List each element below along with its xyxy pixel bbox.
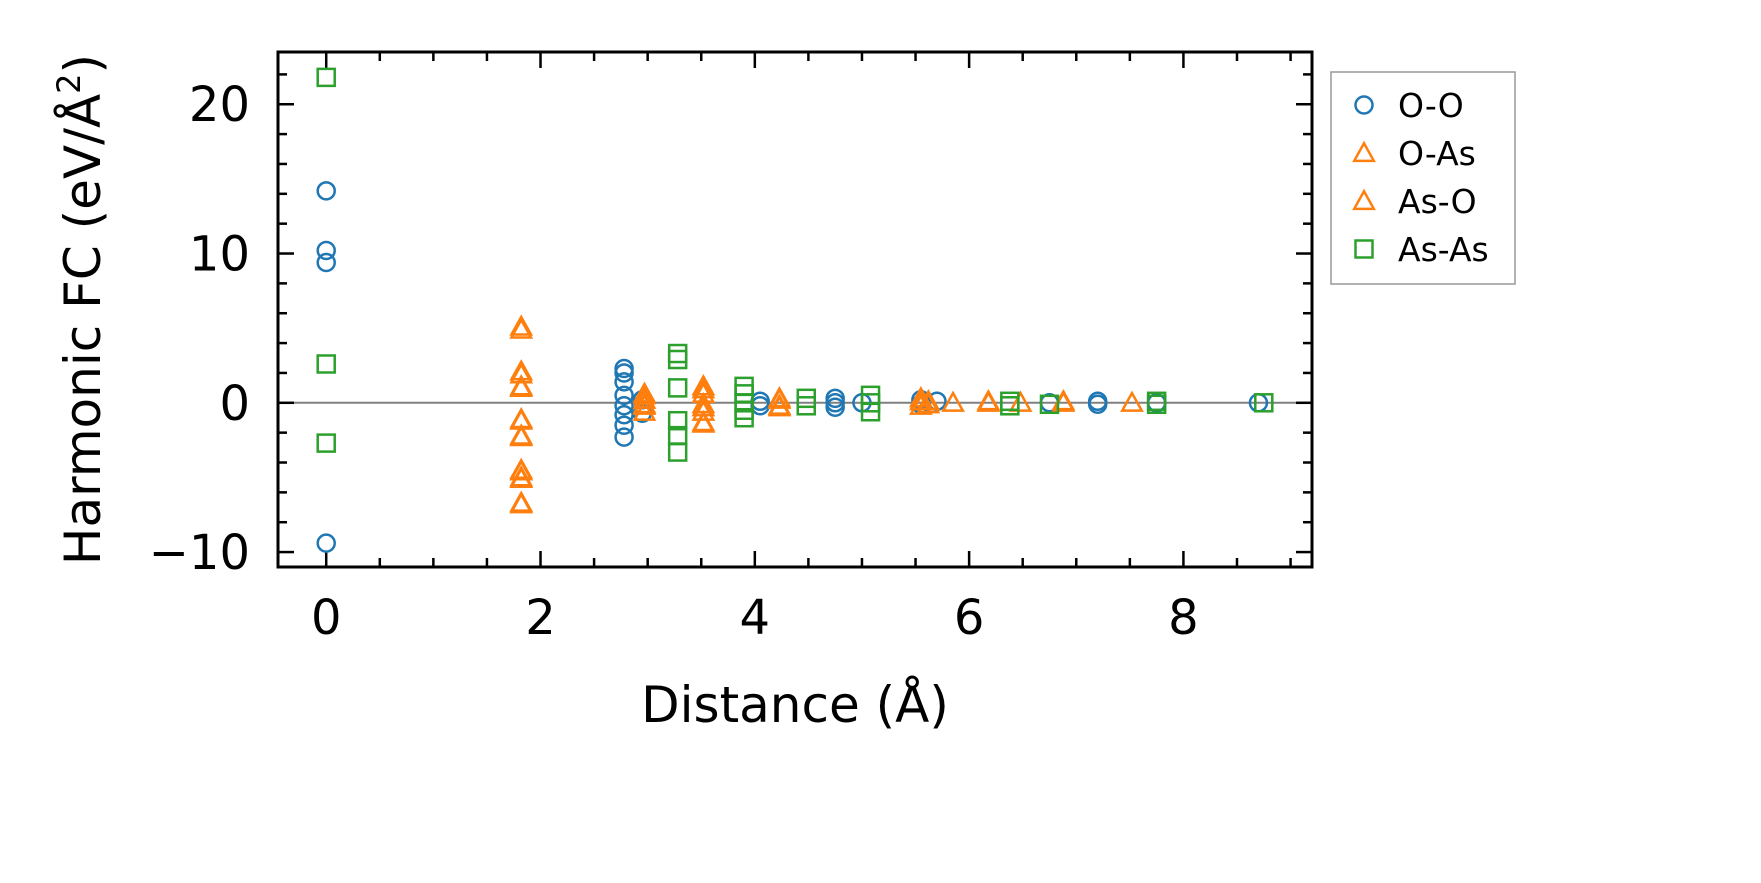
data-point [916,391,941,414]
data-point [667,343,688,364]
legend-marker-as-o [1352,188,1376,211]
legend: O-O O-As As-O As-As [1330,71,1516,285]
data-point [509,314,534,336]
data-point [509,465,534,487]
data-point [614,385,634,406]
x-tick-label: 8 [1168,590,1199,646]
x-tick-label: 6 [954,590,985,646]
data-point [509,317,534,339]
data-point [614,427,634,447]
data-point [509,362,534,384]
series-o-o [316,181,1269,553]
legend-label-o-as: O-As [1398,134,1476,173]
data-point [1008,390,1033,412]
data-point [767,394,792,417]
data-point [1254,393,1274,413]
x-tick-label: 4 [740,590,771,646]
data-point [509,490,534,512]
data-point [632,399,657,421]
data-point [1146,394,1167,415]
data-point [509,375,534,397]
tick-labels-layer: 0 2 4 6 8 −10 0 10 20 [149,77,1199,646]
data-point [316,533,336,553]
data-point [667,378,688,398]
series-as-o [509,317,1076,512]
y-tick-label: 10 [189,227,250,283]
data-point [1087,394,1108,415]
data-point [632,387,657,409]
data-point [796,396,817,416]
data-point [1039,394,1060,415]
data-point [614,404,634,425]
legend-label-as-o: As-O [1398,182,1477,221]
y-tick-label: 20 [189,77,250,133]
data-point [316,240,336,261]
y-axis-label-superscript: 2 [50,73,88,93]
data-point [316,433,336,453]
data-point [667,349,688,370]
data-point [976,390,1001,412]
x-axis-label: Distance (Å) [641,676,949,734]
data-point [632,391,657,414]
data-points-layer [316,67,1274,553]
data-point [941,390,965,412]
legend-box [1330,71,1516,285]
y-axis-label-close: ) [54,54,112,74]
ticks-layer [278,52,1312,567]
data-point [316,67,336,88]
data-point [316,354,336,374]
data-point [909,393,933,415]
data-point [691,394,716,417]
data-point [1120,390,1144,412]
data-point [614,415,634,435]
data-point [614,396,634,416]
data-point [614,363,634,383]
data-point [667,442,688,462]
legend-marker-o-as [1352,140,1376,163]
data-point [509,459,534,481]
data-point [667,410,688,431]
data-point [691,409,716,432]
data-point [316,181,336,201]
legend-label-o-o: O-O [1398,86,1464,125]
data-point [614,372,634,392]
legend-marker-o-o [1354,95,1374,115]
y-tick-label: −10 [149,525,250,581]
series-as-as [316,67,1274,462]
legend-label-as-as: As-As [1398,230,1489,269]
data-point [632,382,657,405]
series-o-as [509,314,1144,514]
data-point [825,397,845,418]
y-axis-label-text: Harmonic FC (eV/Å [54,94,112,565]
data-point [316,252,336,273]
data-point [767,387,792,409]
y-axis-label: Harmonic FC (eV/Å2) [50,54,112,565]
data-point [691,399,716,421]
data-point [734,407,754,428]
data-point [860,402,881,422]
data-point [1000,396,1020,416]
plot-area-frame [276,50,1314,569]
x-tick-label: 0 [311,590,342,646]
x-tick-label: 2 [525,590,556,646]
legend-marker-as-as [1354,239,1374,259]
data-point [509,423,534,445]
y-tick-label: 0 [219,376,250,432]
